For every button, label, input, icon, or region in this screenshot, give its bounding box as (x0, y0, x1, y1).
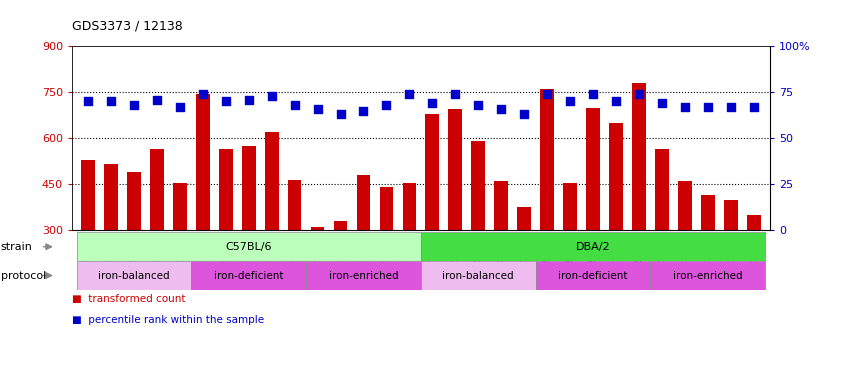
Bar (655, 149, 669, 230)
Bar (701, 195, 715, 230)
Point (81, 98, 95, 104)
Bar (448, 109, 462, 230)
Bar (494, 181, 508, 230)
Point (334, 111, 348, 118)
Text: iron-enriched: iron-enriched (673, 270, 743, 281)
Point (242, 96, 255, 103)
Point (563, 98, 577, 104)
Bar (306, 261, 421, 290)
Bar (81, 160, 95, 230)
Bar (609, 123, 623, 230)
Bar (471, 141, 485, 230)
Bar (127, 172, 140, 230)
Bar (421, 232, 766, 261)
Point (494, 106, 508, 112)
Bar (173, 183, 187, 230)
Point (655, 100, 668, 106)
Bar (678, 181, 692, 230)
Bar (747, 215, 761, 230)
Point (632, 91, 645, 97)
Bar (333, 221, 348, 230)
Bar (517, 207, 531, 230)
Bar (310, 227, 325, 230)
Bar (357, 175, 371, 230)
Point (150, 96, 163, 103)
Point (219, 98, 233, 104)
Point (518, 111, 531, 118)
Bar (219, 149, 233, 230)
Bar (288, 180, 301, 230)
Point (127, 102, 140, 108)
Point (310, 106, 324, 112)
Text: GDS3373 / 12138: GDS3373 / 12138 (72, 19, 183, 32)
Point (724, 104, 738, 110)
Text: ■  percentile rank within the sample: ■ percentile rank within the sample (72, 315, 264, 325)
Point (471, 102, 485, 108)
Text: iron-deficient: iron-deficient (214, 270, 283, 281)
Point (747, 104, 761, 110)
Bar (541, 89, 554, 230)
Bar (242, 146, 255, 230)
Text: iron-deficient: iron-deficient (558, 270, 628, 281)
Bar (380, 187, 393, 230)
Text: iron-balanced: iron-balanced (98, 270, 170, 281)
Bar (104, 164, 118, 230)
Point (448, 91, 462, 97)
Point (104, 98, 118, 104)
Point (426, 100, 439, 106)
Bar (191, 261, 306, 290)
Bar (724, 200, 738, 230)
Bar (76, 261, 191, 290)
Point (586, 91, 600, 97)
Text: strain: strain (1, 242, 33, 252)
Point (701, 104, 715, 110)
Text: DBA/2: DBA/2 (576, 242, 611, 252)
Point (288, 102, 301, 108)
Bar (536, 261, 651, 290)
Point (541, 91, 554, 97)
Point (265, 93, 278, 99)
Text: protocol: protocol (1, 270, 46, 281)
Point (173, 104, 187, 110)
Bar (265, 132, 278, 230)
Bar (403, 183, 416, 230)
Text: iron-balanced: iron-balanced (442, 270, 514, 281)
Bar (76, 232, 420, 261)
Point (380, 102, 393, 108)
Point (196, 91, 210, 97)
Point (678, 104, 692, 110)
Bar (586, 108, 600, 230)
Bar (421, 261, 536, 290)
Bar (651, 261, 766, 290)
Point (357, 108, 371, 114)
Bar (150, 149, 164, 230)
Bar (196, 94, 210, 230)
Text: C57BL/6: C57BL/6 (225, 242, 272, 252)
Bar (563, 183, 577, 230)
Point (609, 98, 623, 104)
Bar (632, 83, 645, 230)
Text: ■  transformed count: ■ transformed count (72, 294, 185, 304)
Text: iron-enriched: iron-enriched (329, 270, 398, 281)
Bar (426, 114, 439, 230)
Point (403, 91, 416, 97)
